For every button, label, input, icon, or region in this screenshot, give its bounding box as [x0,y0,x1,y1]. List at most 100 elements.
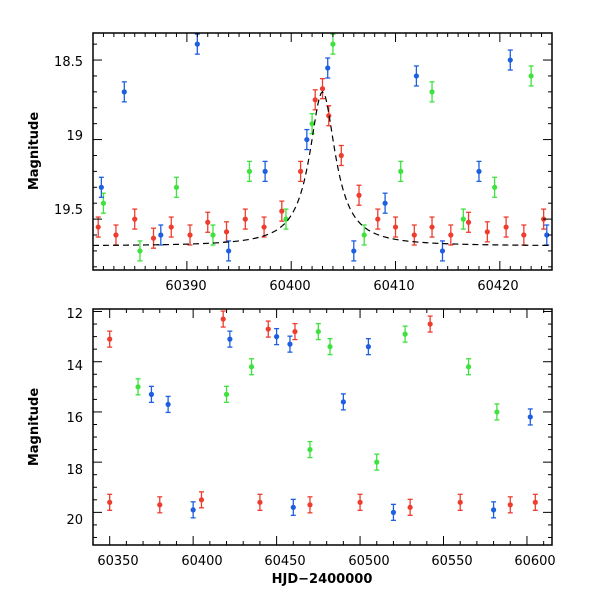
top-panel: 18.5 19 19.5 60390 60400 60410 60420 Mag… [27,32,553,294]
data-point-green [173,184,180,190]
data-point-red [357,499,363,505]
data-point-green [246,168,253,174]
bottom-plot-frame [92,308,553,546]
data-point-blue [165,401,171,408]
top-xtick-label: 60410 [373,279,414,294]
top-data-points [93,33,552,262]
data-point-blue [98,184,104,190]
data-point-green [460,216,466,222]
data-point-blue [194,41,200,47]
data-point-red [338,152,344,159]
data-point-green [210,232,216,238]
data-point-red [261,224,267,230]
data-point-red [292,328,298,335]
bottom-y-axis-label: Magnitude [27,388,42,467]
data-point-red [150,235,157,241]
data-point-red [356,192,362,198]
data-point-green [402,331,408,337]
top-xtick-label: 60400 [269,279,310,294]
bottom-ytick-label: 18 [66,463,83,478]
data-point-red [157,502,163,508]
data-point-blue [325,65,331,71]
data-point-blue [476,168,482,174]
data-point-green [330,41,336,47]
data-point-blue [351,248,357,254]
top-y-axis-label: Magnitude [27,112,42,191]
data-point-red [429,224,435,230]
data-point-red [257,499,263,505]
data-point-red [279,208,285,214]
data-point-green [248,364,255,370]
data-point-green [100,200,107,206]
data-point-blue [158,232,164,238]
data-point-green [429,89,435,95]
data-point-green [528,73,534,79]
data-point-green [135,384,141,390]
bottom-xtick-label: 60500 [348,554,389,569]
data-point-blue [190,507,196,513]
data-point-blue [439,248,446,254]
data-point-blue [121,89,127,95]
data-point-red [205,219,211,225]
bottom-ytick-label: 12 [66,307,83,322]
data-point-red [465,219,472,225]
bottom-xtick-label: 60550 [431,554,472,569]
bottom-xtick-label: 60450 [264,554,305,569]
top-ytick-label: 19 [66,129,83,144]
data-point-red [326,113,332,119]
data-point-red [521,232,527,238]
data-point-red [503,224,509,230]
data-point-blue [287,341,293,347]
data-point-red [107,336,113,342]
data-point-red [448,232,454,238]
data-point-red [457,499,463,505]
data-point-red [411,232,417,238]
data-point-blue [507,57,513,63]
data-point-green [137,248,143,254]
data-point-red [95,224,101,230]
bottom-x-axis-label: HJD−2400000 [272,572,373,587]
data-point-red [107,499,113,505]
data-point-green [361,232,367,238]
data-point-green [307,446,313,453]
top-xtick-label: 60420 [477,279,518,294]
bottom-data-points [107,310,538,522]
data-point-blue [413,73,419,79]
data-point-blue [390,509,397,515]
data-point-green [315,328,321,335]
data-point-blue [527,414,533,420]
top-ytick-label: 19.5 [54,203,83,218]
data-point-red [312,97,318,103]
data-point-green [223,391,230,397]
bottom-xtick-label: 60350 [97,554,138,569]
bottom-ticks [92,309,552,545]
data-point-blue [226,248,232,254]
data-point-green [327,344,333,350]
data-point-red [132,216,138,222]
data-point-blue [148,391,155,397]
data-point-red [319,86,326,92]
data-point-green [309,121,315,127]
top-xtick-label: 60390 [165,279,206,294]
data-point-green [492,184,498,190]
bottom-xtick-label: 60400 [181,554,222,569]
data-point-red [484,229,490,235]
bottom-panel: 12 14 16 18 20 60350 60400 60450 60500 6… [27,307,556,587]
data-point-red [220,316,226,322]
data-point-red [407,504,413,510]
data-point-green [465,364,472,370]
data-point-blue [290,504,296,510]
top-ytick-label: 18.5 [54,55,83,70]
data-point-blue [544,232,550,238]
model-curve [93,91,552,247]
data-point-red [297,168,304,174]
data-point-blue [340,399,346,405]
data-point-red [187,232,193,238]
bottom-ytick-label: 16 [66,411,83,426]
data-point-blue [227,336,233,342]
data-point-red [375,216,381,222]
data-point-red [198,497,205,503]
bottom-xtick-label: 60600 [514,554,555,569]
bottom-ytick-label: 20 [66,513,83,528]
